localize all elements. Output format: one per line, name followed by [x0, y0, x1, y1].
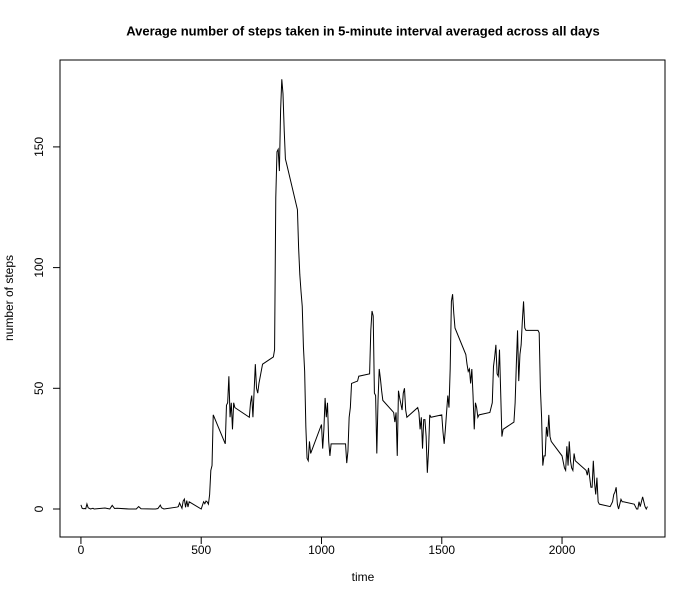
y-tick-label: 0 — [32, 505, 46, 512]
line — [80, 79, 648, 511]
x-tick-label: 0 — [78, 543, 85, 557]
y-tick-label: 100 — [32, 257, 46, 277]
x-axis-label: time — [352, 570, 375, 584]
x-tick-label: 2000 — [549, 543, 576, 557]
x-tick-label: 500 — [191, 543, 211, 557]
chart-title: Average number of steps taken in 5-minut… — [126, 23, 599, 38]
x-tick-label: 1000 — [308, 543, 335, 557]
y-tick-label: 50 — [32, 381, 46, 395]
y-tick-label: 150 — [32, 137, 46, 157]
plot-box — [59, 59, 666, 538]
y-axis-label: number of steps — [2, 255, 16, 341]
x-tick-label: 1500 — [428, 543, 455, 557]
